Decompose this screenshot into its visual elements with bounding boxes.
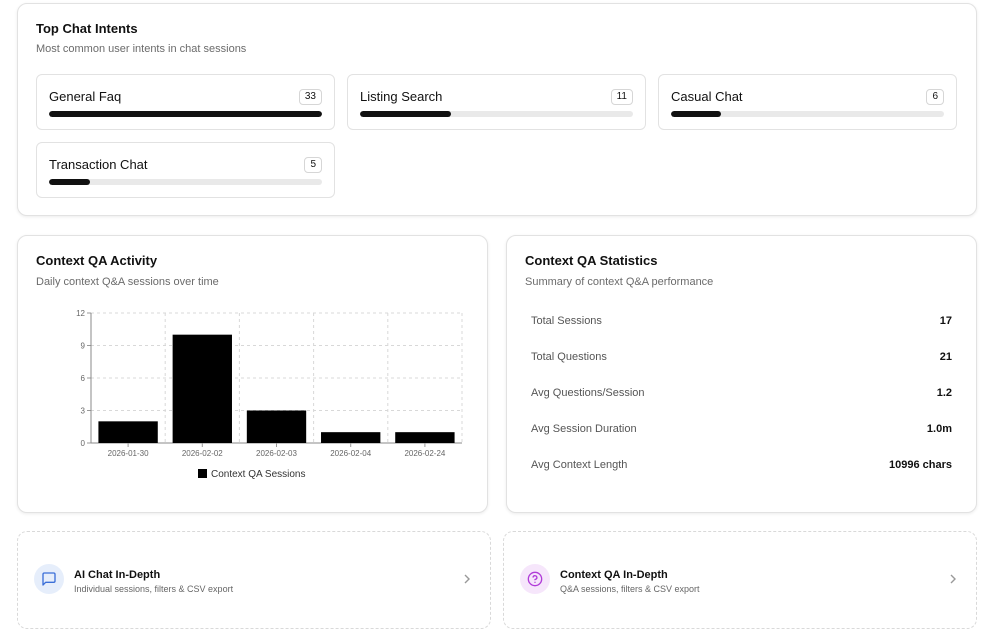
y-tick-label: 9 <box>81 342 86 351</box>
legend-swatch <box>198 469 207 478</box>
context-qa-in-depth-link[interactable]: Context QA In-Depth Q&A sessions, filter… <box>503 531 977 629</box>
message-square-icon <box>42 572 56 586</box>
nav-icon-circle <box>34 564 64 594</box>
intent-label: Casual Chat <box>671 89 743 104</box>
y-tick-label: 0 <box>81 439 86 448</box>
intent-progress-fill <box>360 111 451 117</box>
x-tick-label: 2026-02-03 <box>256 449 297 458</box>
stat-label: Avg Context Length <box>531 459 628 471</box>
context-qa-bar-chart: 0 3 6 9 12 2026-01-30 2026-02-02 2026-02-03 2026… <box>76 309 463 480</box>
stat-label: Avg Session Duration <box>531 423 637 435</box>
x-tick-label: 2026-02-04 <box>330 449 371 458</box>
stat-row-avg-session-duration: Avg Session Duration 1.0m <box>531 420 952 440</box>
intent-label: Transaction Chat <box>49 157 148 172</box>
y-tick-label: 12 <box>76 309 85 318</box>
intent-count-badge: 33 <box>298 89 322 105</box>
intent-listing-search[interactable]: Listing Search 11 <box>347 74 646 130</box>
bar <box>395 432 455 443</box>
intent-general-faq[interactable]: General Faq 33 <box>36 74 335 130</box>
stat-row-total-sessions: Total Sessions 17 <box>531 312 952 332</box>
ai-chat-in-depth-link[interactable]: AI Chat In-Depth Individual sessions, fi… <box>17 531 491 629</box>
intent-progress-fill <box>49 179 91 185</box>
intent-label: Listing Search <box>360 89 443 104</box>
stat-value: 1.0m <box>926 423 952 435</box>
intents-title: Top Chat Intents <box>36 21 138 36</box>
intents-subtitle: Most common user intents in chat session… <box>36 43 247 55</box>
bar <box>172 334 232 443</box>
y-tick-label: 6 <box>81 374 86 383</box>
stat-row-avg-questions-session: Avg Questions/Session 1.2 <box>531 384 952 404</box>
intent-count-badge: 6 <box>926 89 944 105</box>
chevron-right-icon <box>464 574 470 584</box>
help-circle-icon <box>527 571 543 587</box>
stat-row-avg-context-length: Avg Context Length 10996 chars <box>531 456 952 476</box>
intent-progress-track <box>671 111 944 117</box>
legend-label: Context QA Sessions <box>211 469 306 480</box>
stat-value: 17 <box>939 315 952 327</box>
nav-subtitle: Q&A sessions, filters & CSV export <box>560 584 700 594</box>
intent-count-badge: 5 <box>304 157 322 173</box>
intent-label: General Faq <box>49 89 122 104</box>
stat-label: Avg Questions/Session <box>531 387 645 399</box>
intent-progress-track <box>49 111 322 117</box>
nav-title: Context QA In-Depth <box>560 569 668 581</box>
intent-progress-fill <box>49 111 322 117</box>
intent-progress-track <box>360 111 633 117</box>
intent-casual-chat[interactable]: Casual Chat 6 <box>658 74 957 130</box>
stat-label: Total Sessions <box>531 315 602 327</box>
chevron-right-icon <box>950 574 956 584</box>
bar <box>246 410 307 443</box>
stats-subtitle: Summary of context Q&A performance <box>525 276 714 288</box>
stat-row-total-questions: Total Questions 21 <box>531 348 952 368</box>
x-tick-label: 2026-01-30 <box>108 449 149 458</box>
stat-value: 10996 chars <box>889 459 952 471</box>
x-tick-label: 2026-02-24 <box>404 449 445 458</box>
activity-subtitle: Daily context Q&A sessions over time <box>36 276 219 288</box>
intent-transaction-chat[interactable]: Transaction Chat 5 <box>36 142 335 198</box>
context-qa-statistics-card: Context QA Statistics Summary of context… <box>506 235 977 513</box>
top-chat-intents-card: Top Chat Intents Most common user intent… <box>17 3 977 216</box>
activity-title: Context QA Activity <box>36 253 158 268</box>
intent-progress-track <box>49 179 322 185</box>
bar <box>321 432 381 443</box>
context-qa-activity-card: Context QA Activity Daily context Q&A se… <box>17 235 488 513</box>
stat-label: Total Questions <box>531 351 607 363</box>
intent-progress-fill <box>671 111 721 117</box>
intent-count-badge: 11 <box>610 89 633 105</box>
nav-icon-circle <box>520 564 550 594</box>
nav-title: AI Chat In-Depth <box>74 569 161 581</box>
stat-value: 1.2 <box>936 387 952 399</box>
stat-value: 21 <box>939 351 952 363</box>
y-tick-label: 3 <box>81 407 86 416</box>
nav-subtitle: Individual sessions, filters & CSV expor… <box>74 584 234 594</box>
bar <box>98 421 158 443</box>
x-tick-label: 2026-02-02 <box>182 449 223 458</box>
stats-title: Context QA Statistics <box>525 253 658 268</box>
